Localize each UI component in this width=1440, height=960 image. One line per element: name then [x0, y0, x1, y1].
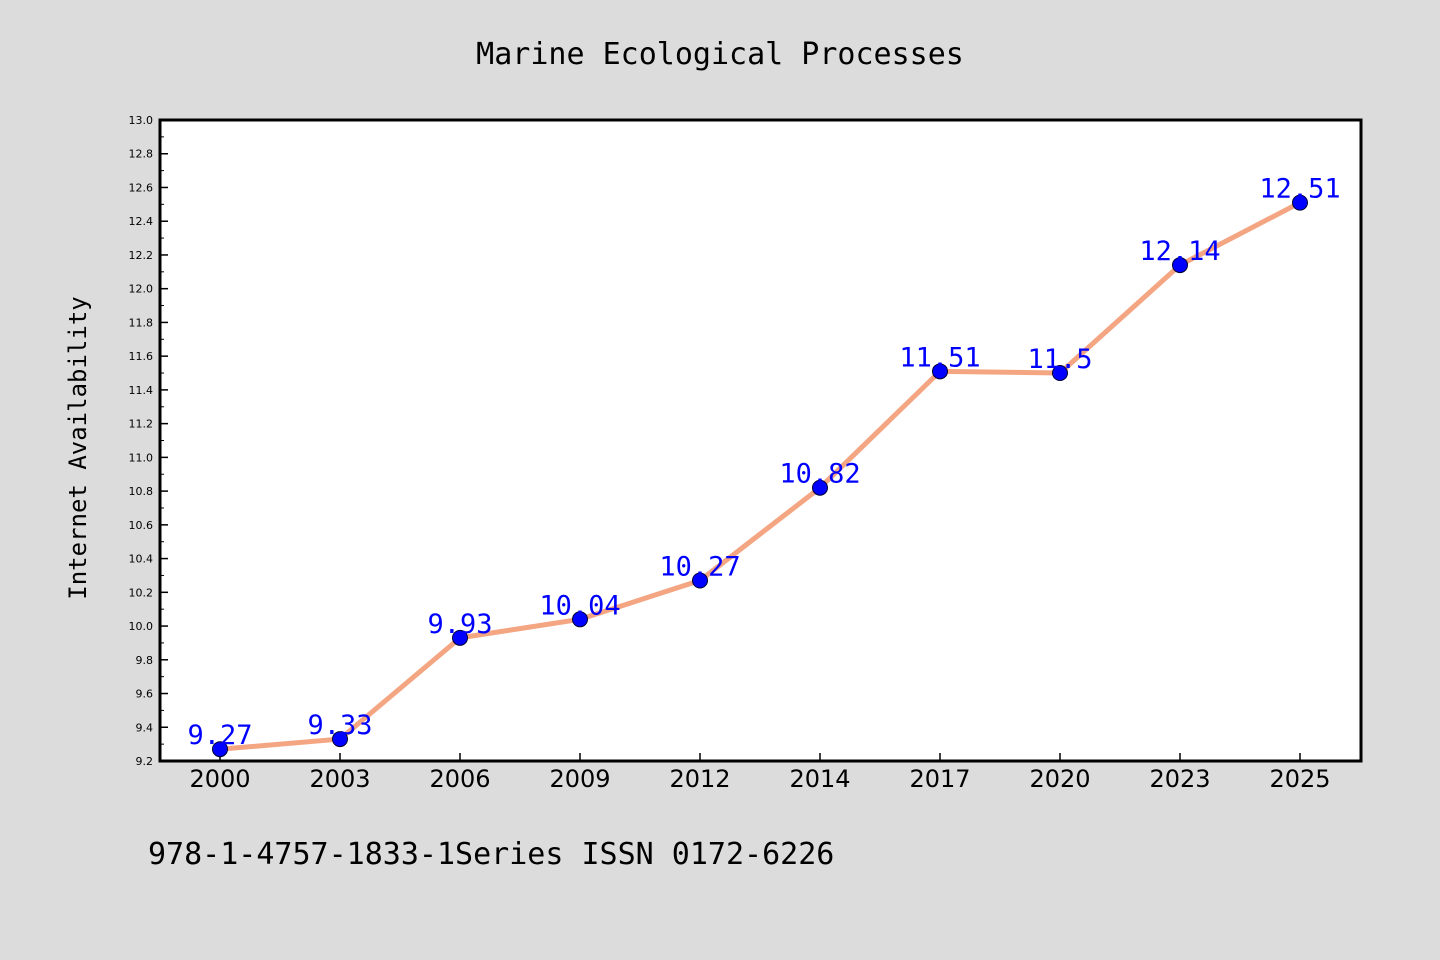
x-tick-label: 2014	[789, 765, 850, 793]
data-point-label: 10.82	[779, 459, 860, 490]
data-point-label: 9.27	[187, 720, 252, 751]
y-tick-label: 12.6	[129, 181, 154, 194]
y-tick-label: 9.2	[136, 755, 154, 768]
y-tick-label: 13.0	[129, 114, 154, 127]
data-point-marker	[812, 479, 828, 496]
data-point-label: 12.51	[1259, 174, 1340, 205]
y-tick-label: 9.6	[136, 688, 154, 701]
y-tick-label: 10.8	[129, 485, 154, 498]
data-point-label: 10.04	[539, 590, 620, 621]
x-tick-label: 2006	[429, 765, 490, 793]
data-point-marker	[212, 741, 228, 758]
y-tick-label: 9.4	[136, 721, 154, 734]
series-line	[219, 200, 1302, 752]
y-tick-label: 11.0	[129, 451, 154, 464]
y-tick-label: 12.0	[129, 283, 154, 296]
data-point-marker	[692, 572, 708, 589]
y-axis-label: Internet Availability	[64, 296, 92, 599]
y-tick-label: 9.8	[136, 654, 154, 667]
data-point-label: 9.93	[427, 609, 492, 640]
x-tick-label: 2000	[189, 765, 250, 793]
data-point-marker	[932, 363, 948, 380]
data-point-marker	[1052, 365, 1068, 382]
footer-isbn-text: 978-1-4757-1833-1Series ISSN 0172-6226	[148, 837, 834, 872]
y-tick-label: 10.2	[129, 586, 154, 599]
y-tick-label: 11.4	[129, 384, 154, 397]
y-tick-label: 10.0	[129, 620, 154, 633]
y-tick-label: 10.4	[129, 553, 154, 566]
data-point-marker	[572, 611, 588, 628]
y-tick-label: 11.8	[129, 316, 154, 329]
x-tick-label: 2003	[309, 765, 370, 793]
x-tick-label: 2009	[549, 765, 610, 793]
y-axis: 9.2 9.4 9.6 9.8 10.0 10.2 10.4 10.6 10.8 11.0 11.2…	[129, 114, 168, 768]
data-point-label: 11.51	[899, 342, 980, 373]
x-tick-label: 2025	[1269, 765, 1330, 793]
y-tick-label: 11.2	[129, 418, 154, 431]
data-series	[212, 194, 1308, 758]
x-tick-label: 2023	[1149, 765, 1210, 793]
x-axis: 2000 2003 2006 2009 2012 2014 2017 2020 2023 2025	[189, 753, 1331, 793]
data-point-marker	[1172, 257, 1188, 274]
x-tick-label: 2012	[669, 765, 730, 793]
data-point-marker	[452, 629, 468, 646]
data-point-label: 9.33	[307, 710, 372, 741]
plot-frame	[158, 118, 1363, 763]
data-point-marker	[1292, 194, 1308, 211]
y-tick-label: 12.4	[129, 215, 154, 228]
data-point-label: 10.27	[659, 552, 740, 583]
plot-area	[160, 120, 1361, 761]
x-tick-label: 2020	[1029, 765, 1090, 793]
y-tick-label: 11.6	[129, 350, 154, 363]
y-tick-label: 12.2	[129, 249, 154, 262]
data-point-label: 12.14	[1139, 236, 1220, 267]
y-tick-label: 10.6	[129, 519, 154, 532]
data-point-label: 11.5	[1027, 344, 1092, 375]
data-point-marker	[332, 731, 348, 748]
chart-title: Marine Ecological Processes	[476, 37, 964, 72]
x-tick-label: 2017	[909, 765, 970, 793]
data-labels: 9.27 9.33 9.93 10.04 10.27 10.82 11.51 11.5 12.1…	[187, 174, 1340, 752]
y-tick-label: 12.8	[129, 148, 154, 161]
